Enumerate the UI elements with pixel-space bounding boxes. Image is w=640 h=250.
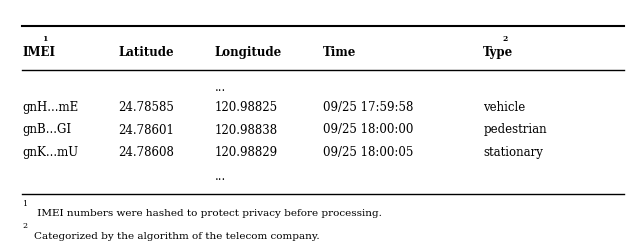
Text: 1: 1 — [22, 200, 28, 208]
Text: 09/25 17:59:58: 09/25 17:59:58 — [323, 101, 413, 114]
Text: ...: ... — [214, 81, 226, 94]
Text: 24.78601: 24.78601 — [118, 124, 174, 136]
Text: 2: 2 — [22, 222, 28, 230]
Text: gnK...mU: gnK...mU — [22, 146, 79, 159]
Text: gnH...mE: gnH...mE — [22, 101, 79, 114]
Text: 2: 2 — [502, 35, 508, 43]
Text: gnB...GI: gnB...GI — [22, 124, 72, 136]
Text: Categorized by the algorithm of the telecom company.: Categorized by the algorithm of the tele… — [34, 232, 319, 241]
Text: IMEI numbers were hashed to protect privacy before processing.: IMEI numbers were hashed to protect priv… — [34, 209, 382, 218]
Text: 120.98829: 120.98829 — [214, 146, 278, 159]
Text: 09/25 18:00:05: 09/25 18:00:05 — [323, 146, 413, 159]
Text: Latitude: Latitude — [118, 46, 174, 59]
Text: Type: Type — [483, 46, 513, 59]
Text: Longitude: Longitude — [214, 46, 282, 59]
Text: IMEI: IMEI — [22, 46, 56, 59]
Text: vehicle: vehicle — [483, 101, 525, 114]
Text: 24.78585: 24.78585 — [118, 101, 174, 114]
Text: 1: 1 — [42, 35, 47, 43]
Text: 24.78608: 24.78608 — [118, 146, 174, 159]
Text: pedestrian: pedestrian — [483, 124, 547, 136]
Text: stationary: stationary — [483, 146, 543, 159]
Text: ...: ... — [214, 170, 226, 183]
Text: 120.98825: 120.98825 — [214, 101, 278, 114]
Text: 09/25 18:00:00: 09/25 18:00:00 — [323, 124, 413, 136]
Text: Time: Time — [323, 46, 356, 59]
Text: 120.98838: 120.98838 — [214, 124, 278, 136]
